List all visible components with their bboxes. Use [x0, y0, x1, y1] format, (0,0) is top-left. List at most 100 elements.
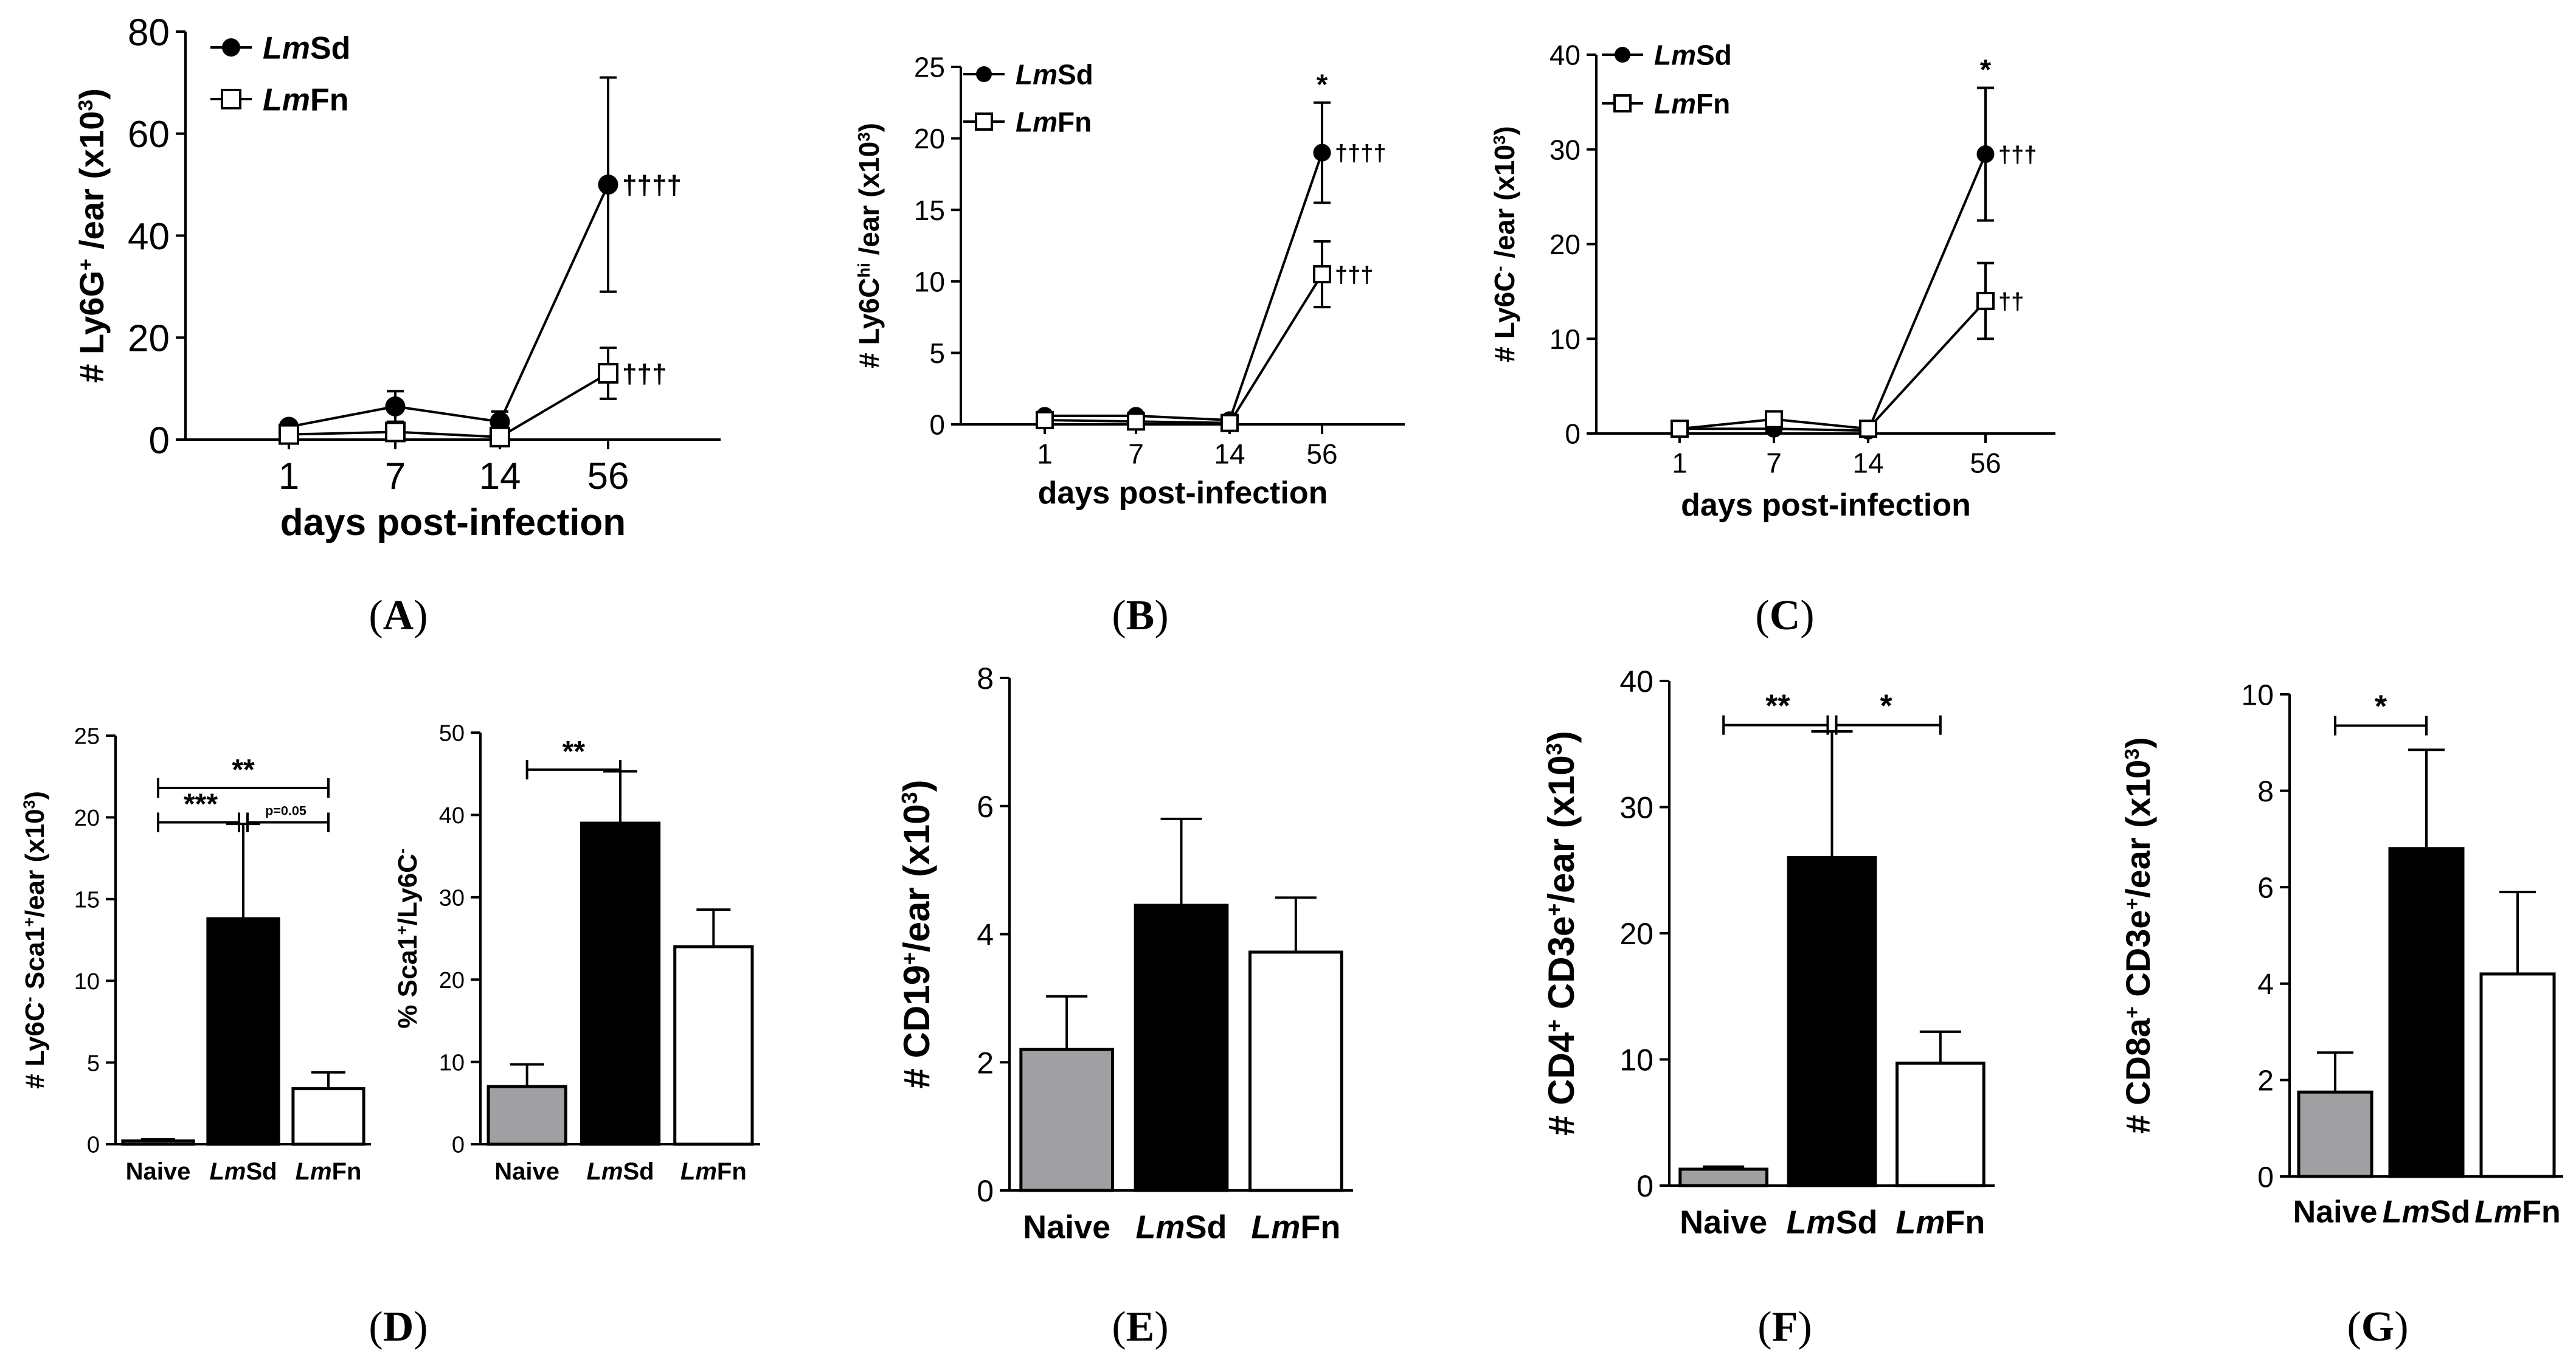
- ylabel-superscript: 3: [1542, 743, 1567, 755]
- ylabel-part: /ear (x10: [1541, 755, 1582, 903]
- y-tick-label: 8: [2257, 776, 2274, 808]
- x-tick-label: 1: [279, 455, 299, 497]
- category-label-part: Fn: [1945, 1204, 1985, 1240]
- category-label-part: Lm: [209, 1158, 246, 1185]
- data-point-square: [1220, 413, 1239, 432]
- y-axis-title: # Ly6Chi /ear (x103): [853, 123, 885, 368]
- x-tick-label: 7: [1766, 447, 1782, 478]
- panel-label-letter: D: [383, 1304, 414, 1350]
- bar: [2388, 847, 2465, 1178]
- panel-label-paren: ): [2394, 1304, 2408, 1350]
- data-point-square: [1765, 410, 1783, 429]
- significance-label: **: [232, 754, 255, 786]
- dagger-annotation: †††: [1998, 142, 2037, 168]
- ylabel-part: ): [896, 780, 937, 792]
- y-tick-label: 4: [2257, 969, 2274, 1001]
- ylabel-part: /ear (x10: [20, 809, 50, 917]
- y-tick-label: 30: [1549, 134, 1581, 165]
- y-tick-label: 30: [1619, 791, 1653, 825]
- x-tick-label: 14: [479, 455, 521, 497]
- category-label-part: Naive: [2293, 1194, 2378, 1229]
- category-label-part: Lm: [296, 1158, 332, 1185]
- y-tick-label: 20: [128, 318, 170, 360]
- significance-label: **: [1765, 689, 1790, 724]
- y-tick-label: 10: [914, 266, 945, 297]
- legend-marker-square: [221, 89, 241, 109]
- y-axis-title: % Sca1+/Ly6C-: [393, 848, 423, 1029]
- ylabel-part: ): [1489, 126, 1520, 135]
- legend-marker-square: [975, 112, 993, 131]
- ylabel-part: ): [1541, 731, 1582, 743]
- y-tick-label: 0: [929, 409, 945, 441]
- category-label: LmSd: [2383, 1194, 2470, 1229]
- y-axis-title: # CD4+ CD3e+/ear (x103): [1541, 731, 1582, 1136]
- category-label-part: Naive: [494, 1158, 559, 1185]
- y-tick-label: 15: [74, 887, 100, 913]
- ylabel-superscript: hi: [854, 263, 873, 278]
- category-label-part: Lm: [2474, 1194, 2522, 1229]
- y-tick-label: 40: [1619, 665, 1653, 699]
- bar: [2479, 972, 2556, 1178]
- legend-marker-circle: [1615, 47, 1630, 63]
- category-label: LmFn: [2474, 1194, 2561, 1229]
- ylabel-superscript: +: [2121, 1006, 2144, 1018]
- category-label-part: Lm: [2383, 1194, 2430, 1229]
- significance-label: *: [2375, 689, 2387, 725]
- ylabel-part: /ear (x10: [72, 111, 111, 259]
- ylabel-superscript: -: [393, 848, 411, 854]
- y-tick-label: 40: [128, 216, 170, 258]
- legend-label-italic: Lm: [263, 31, 310, 66]
- category-label-part: Lm: [1135, 1209, 1185, 1245]
- data-point-square: [1313, 265, 1331, 284]
- x-tick-label: 14: [1852, 447, 1883, 478]
- legend-marker-square: [1613, 94, 1632, 112]
- x-tick-label: 56: [1970, 447, 2001, 478]
- y-tick-label: 0: [149, 420, 170, 461]
- legend-label-italic: Lm: [1654, 40, 1696, 71]
- panel-label-paren: ): [1154, 1304, 1168, 1350]
- panel-label: (E): [1112, 1304, 1168, 1350]
- ylabel-superscript: 3: [897, 792, 922, 804]
- ylabel-part: ): [2119, 737, 2157, 748]
- category-label: LmFn: [296, 1158, 362, 1185]
- dagger-annotation: †††: [1335, 262, 1373, 288]
- y-tick-label: 0: [977, 1174, 994, 1208]
- x-axis-title: days post-infection: [1681, 488, 1971, 523]
- y-tick-label: 60: [128, 114, 170, 156]
- y-axis-title-text: # Ly6G+ /ear (x103): [72, 88, 111, 382]
- y-tick-label: 30: [439, 885, 465, 911]
- panel-label-letter: C: [1770, 592, 1801, 639]
- bar: [1248, 950, 1343, 1192]
- panel-label-paren: ): [1800, 592, 1814, 639]
- ylabel-part: Sca1: [20, 927, 50, 997]
- significance-star: *: [1317, 69, 1328, 101]
- significance-label: *: [1880, 689, 1893, 724]
- x-tick-label: 1: [1672, 447, 1688, 478]
- ylabel-part: # CD19: [896, 965, 937, 1088]
- bar: [580, 821, 661, 1146]
- panel-label: (C): [1755, 592, 1814, 639]
- y-tick-label: 25: [914, 52, 945, 83]
- category-label-part: Sd: [2430, 1194, 2470, 1229]
- panel-label: (G): [2347, 1304, 2408, 1350]
- y-axis-title-text: # Ly6Chi /ear (x103): [853, 123, 885, 368]
- ylabel-superscript: -: [20, 997, 38, 1002]
- y-axis-title: # Ly6C- Sca1+/ear (x103): [20, 791, 50, 1089]
- legend-label-italic: Lm: [1654, 88, 1696, 120]
- series-line: [288, 184, 609, 428]
- ylabel-superscript: +: [20, 917, 38, 927]
- panel-label-paren: ): [414, 592, 428, 639]
- category-label: Naive: [126, 1158, 191, 1185]
- ylabel-superscript: 3: [20, 800, 38, 809]
- data-point-circle: [1313, 143, 1331, 162]
- ylabel-part: % Sca1: [393, 935, 423, 1029]
- category-label-part: Naive: [1680, 1204, 1767, 1240]
- dagger-annotation: ††††: [622, 170, 682, 200]
- y-tick-label: 4: [977, 918, 994, 952]
- category-label-part: Fn: [332, 1158, 362, 1185]
- y-tick-label: 10: [1619, 1043, 1653, 1077]
- legend-label-suffix: Sd: [1696, 40, 1732, 71]
- ylabel-superscript: +: [393, 925, 411, 934]
- panel-label: (D): [369, 1304, 428, 1350]
